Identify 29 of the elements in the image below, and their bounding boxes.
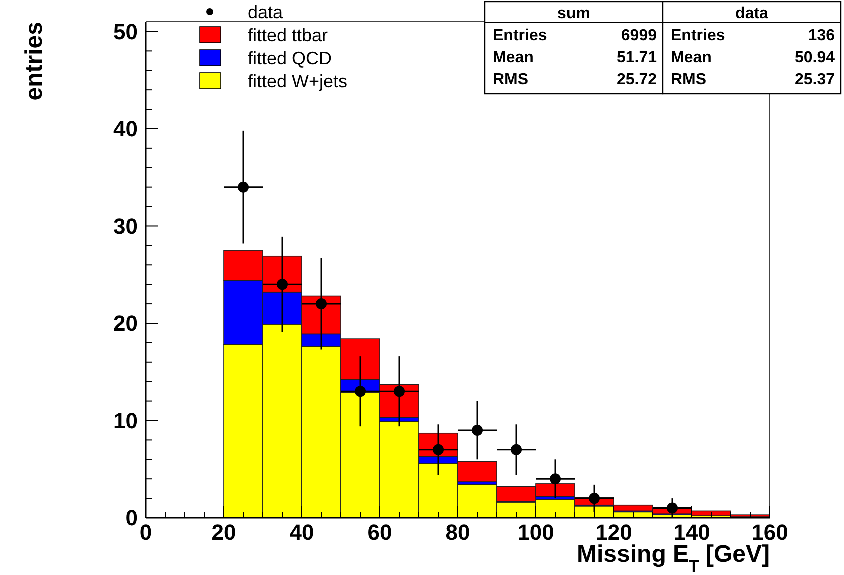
- legend-label: fitted ttbar: [248, 25, 328, 46]
- x-tick-label: 100: [518, 520, 554, 545]
- annotation: RMS: [493, 72, 529, 89]
- annotation: RMS: [671, 72, 707, 89]
- annotation: Entries: [493, 28, 548, 45]
- y-tick-label: 50: [114, 19, 138, 44]
- legend-label: data: [248, 2, 284, 22]
- y-tick-label: 40: [114, 116, 138, 142]
- x-tick-label: 60: [368, 520, 392, 545]
- x-tick-label: 20: [212, 520, 236, 545]
- text: 25.37: [794, 72, 836, 89]
- y-tick-label: 20: [114, 311, 138, 336]
- annotation: 51.71: [616, 50, 658, 67]
- annotation: data: [736, 6, 769, 23]
- annotation: 6999: [621, 28, 658, 45]
- legend-label: fitted W+jets: [248, 71, 348, 92]
- text: 50.94: [794, 50, 836, 67]
- x-tick-label: 40: [290, 520, 314, 545]
- annotation: sum: [558, 6, 590, 23]
- text: 136: [808, 28, 836, 45]
- annotation: Mean: [671, 50, 712, 67]
- y-tick-label: 30: [114, 214, 138, 239]
- x-tick-label: 80: [446, 520, 470, 545]
- legend-label: fitted QCD: [248, 48, 332, 68]
- annotation: Mean: [493, 50, 534, 67]
- y-tick-label: 10: [114, 408, 138, 434]
- y-axis-title: entries: [21, 22, 48, 101]
- annotation: 25.72: [616, 72, 658, 89]
- annotation: Entries: [671, 28, 726, 45]
